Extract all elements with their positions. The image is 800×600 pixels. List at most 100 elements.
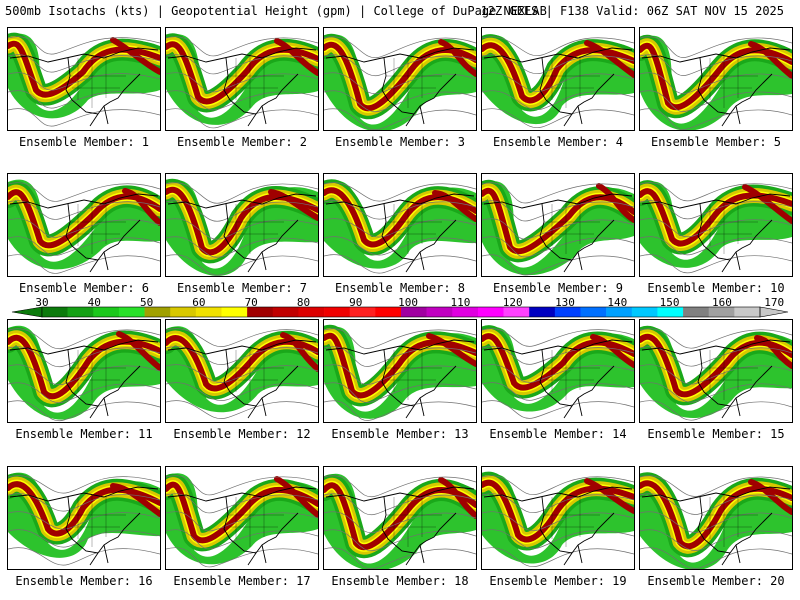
height-contour [324, 54, 476, 77]
height-contour [166, 54, 318, 75]
jet-core-east [438, 477, 476, 519]
height-contour [640, 218, 792, 238]
height-contour [640, 364, 792, 385]
jet-core-90kt [324, 187, 476, 248]
ensemble-map-panel [323, 319, 477, 423]
jet-stream-map [8, 325, 160, 422]
state-borders [70, 495, 126, 547]
state-borders [386, 495, 442, 547]
colorbar-tick-label: 90 [349, 296, 363, 309]
height-contour [482, 200, 634, 222]
jet-core-90kt [640, 42, 792, 111]
colorbar-tick-label: 100 [398, 296, 419, 309]
jet-stream-map [482, 34, 634, 129]
jet-stream-map [324, 473, 476, 569]
jet-stream-map [8, 472, 160, 566]
state-borders [702, 56, 758, 108]
height-contour [324, 400, 476, 421]
height-contour [324, 493, 476, 516]
height-contour [324, 90, 476, 113]
height-contour [8, 54, 160, 73]
height-contour [166, 236, 318, 258]
height-contour [482, 254, 634, 276]
state-borders [544, 56, 600, 108]
height-contour [482, 400, 634, 419]
ensemble-member-label: Ensemble Member: 20 [647, 574, 785, 588]
height-contour [324, 382, 476, 403]
height-contour [640, 475, 792, 497]
jet-core-90kt [8, 40, 160, 98]
height-contour [166, 493, 318, 514]
ensemble-map-panel [639, 173, 793, 277]
height-contour [640, 382, 792, 403]
height-contour [166, 475, 318, 496]
height-contour [482, 511, 634, 532]
colorbar-tick-label: 170 [764, 296, 785, 309]
height-contour [324, 254, 476, 274]
ensemble-member-label: Ensemble Member: 1 [18, 135, 150, 149]
jet-core-east [748, 479, 792, 515]
coastline [325, 486, 475, 566]
state-borders [544, 495, 600, 547]
coastline [325, 193, 475, 273]
jet-core-east [426, 333, 476, 367]
colorbar-swatch [580, 307, 607, 317]
coastline [167, 47, 317, 127]
jet-stream-map [482, 180, 634, 276]
height-contour [640, 200, 792, 220]
ensemble-member-label: Ensemble Member: 2 [176, 135, 308, 149]
height-contour [8, 72, 160, 91]
height-contour [8, 364, 160, 386]
colorbar-tick-label: 110 [450, 296, 471, 309]
jet-stream-map [482, 325, 634, 419]
jet-core-90kt [8, 481, 160, 537]
jet-core-east [274, 38, 318, 76]
height-contour [482, 547, 634, 568]
ensemble-map-panel [481, 27, 635, 131]
colorbar-swatch [734, 307, 761, 317]
ensemble-map-panel [165, 173, 319, 277]
height-contour [482, 90, 634, 111]
height-contour [640, 328, 792, 349]
height-contour [166, 529, 318, 550]
height-contour [640, 54, 792, 76]
coastline [9, 339, 159, 419]
ensemble-member-label: Ensemble Member: 13 [331, 427, 469, 441]
jet-stream-map [482, 471, 634, 568]
height-contour [324, 511, 476, 534]
jet-stream-map [8, 32, 160, 127]
ensemble-member-label: Ensemble Member: 17 [173, 574, 311, 588]
height-contour [8, 36, 160, 55]
colorbar-tick-label: 160 [711, 296, 732, 309]
coastline [483, 193, 633, 273]
jet-stream-map [640, 472, 792, 569]
colorbar-tick-label: 40 [87, 296, 101, 309]
ensemble-map-panel [639, 27, 793, 131]
ensemble-map-panel [165, 466, 319, 570]
height-contour [166, 511, 318, 532]
coastline [483, 47, 633, 127]
coastline [9, 47, 159, 127]
height-contour [324, 328, 476, 349]
height-contour [640, 36, 792, 58]
height-contour [482, 54, 634, 75]
colorbar-swatch [631, 307, 658, 317]
state-borders [544, 348, 600, 400]
ensemble-member-label: Ensemble Member: 8 [334, 281, 466, 295]
state-borders [228, 495, 284, 547]
state-borders [702, 348, 758, 400]
height-contour [482, 218, 634, 240]
height-contour [640, 493, 792, 515]
state-borders [70, 56, 126, 108]
colorbar-swatch [477, 307, 504, 317]
coastline [483, 486, 633, 566]
height-contour [640, 346, 792, 367]
colorbar-tick-label: 70 [244, 296, 258, 309]
colorbar-swatch [529, 307, 556, 317]
ensemble-map-panel [481, 319, 635, 423]
jet-stream-map [324, 179, 476, 274]
jet-core-east [438, 39, 476, 77]
colorbar-swatch [426, 307, 453, 317]
height-contour [482, 72, 634, 93]
height-contour [8, 400, 160, 422]
